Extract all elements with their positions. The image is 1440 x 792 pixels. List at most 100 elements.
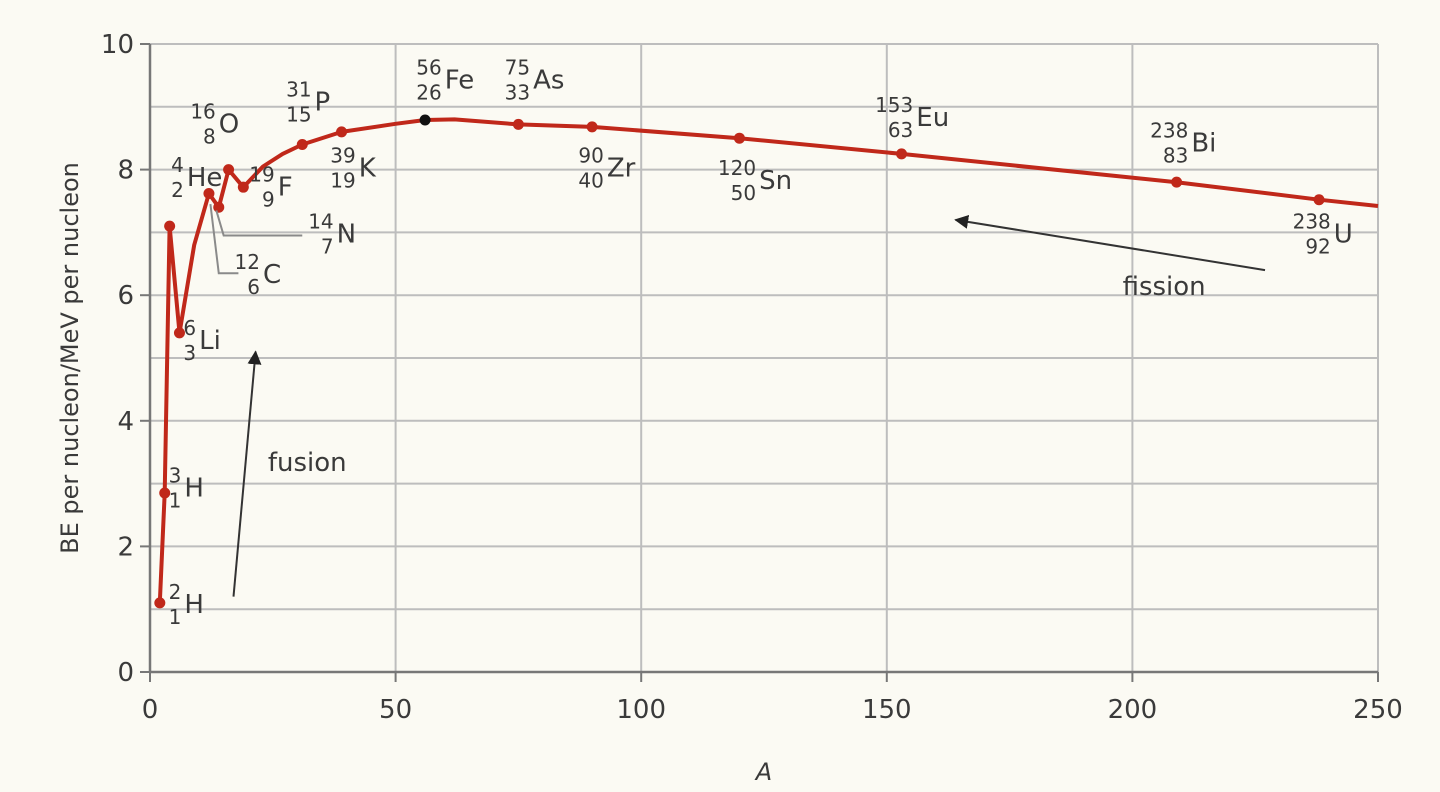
nuclide-point — [203, 187, 215, 199]
mass-number: 56 — [416, 56, 441, 80]
nuclide-point — [296, 138, 308, 150]
atomic-number: 1 — [169, 605, 182, 629]
mass-number: 238 — [1293, 209, 1331, 233]
element-symbol: As — [533, 66, 564, 96]
nuclide-label: H21 — [169, 580, 204, 629]
mass-number: 120 — [718, 156, 756, 180]
nuclide-point — [223, 164, 235, 176]
axes — [140, 43, 1379, 682]
mass-number: 6 — [183, 316, 196, 340]
element-symbol: O — [219, 110, 239, 140]
x-tick-label: 200 — [1108, 695, 1158, 725]
atomic-number: 40 — [578, 168, 603, 192]
y-tick-label: 4 — [117, 407, 134, 437]
element-symbol: Eu — [916, 103, 949, 133]
atomic-number: 63 — [888, 118, 913, 142]
element-symbol: F — [278, 172, 293, 202]
y-tick-label: 6 — [117, 281, 134, 311]
element-symbol: Zr — [607, 153, 636, 183]
element-symbol: C — [263, 260, 281, 290]
y-tick-label: 10 — [101, 30, 134, 60]
atomic-number: 19 — [330, 168, 355, 192]
atomic-number: 83 — [1163, 143, 1188, 167]
annotation-label: fission — [1123, 272, 1206, 302]
element-symbol: K — [359, 153, 377, 183]
x-axis-label: A — [754, 758, 772, 786]
atomic-number: 15 — [286, 103, 311, 127]
element-symbol: He — [187, 163, 223, 193]
nuclide-point — [154, 597, 166, 609]
nuclide-point — [237, 181, 249, 193]
annotation-arrow — [954, 214, 1266, 272]
element-symbol: Fe — [445, 66, 475, 96]
nuclide-point — [512, 118, 524, 130]
atomic-number: 7 — [321, 234, 334, 258]
atomic-number: 92 — [1305, 234, 1330, 258]
nuclide-point — [213, 201, 225, 213]
atomic-number: 3 — [183, 341, 196, 365]
nuclide-points — [154, 114, 1325, 609]
mass-number: 153 — [875, 93, 913, 117]
carbon-leader-line — [209, 204, 239, 275]
nuclide-point — [733, 132, 745, 144]
y-tick-label: 0 — [117, 658, 134, 688]
nuclide-point — [896, 148, 908, 160]
element-symbol: H — [184, 590, 204, 620]
element-symbol: N — [337, 219, 356, 249]
x-tick-label: 100 — [616, 695, 666, 725]
nuclide-point — [336, 126, 348, 138]
atomic-number: 26 — [416, 81, 441, 105]
grid-lines — [150, 43, 1379, 672]
annotations: fusion fission — [232, 214, 1266, 597]
mass-number: 2 — [169, 580, 182, 604]
mass-number: 39 — [330, 143, 355, 167]
element-symbol: Sn — [759, 166, 792, 196]
nitrogen-leader-line — [215, 210, 303, 237]
mass-number: 14 — [308, 209, 333, 233]
nuclide-labels: H21H31He42Li63C126N147O168F199P3115K3919… — [169, 56, 1353, 629]
nuclide-point — [173, 327, 185, 339]
atomic-number: 2 — [171, 178, 184, 202]
atomic-number: 6 — [247, 275, 260, 299]
nuclide-point — [1171, 176, 1183, 188]
nuclide-point — [1313, 194, 1325, 206]
x-tick-label: 150 — [862, 695, 912, 725]
atomic-number: 33 — [505, 81, 530, 105]
mass-number: 3 — [169, 464, 182, 488]
mass-number: 238 — [1150, 118, 1188, 142]
mass-number: 90 — [578, 143, 603, 167]
mass-number: 75 — [505, 56, 530, 80]
atomic-number: 1 — [169, 489, 182, 513]
mass-number: 12 — [235, 250, 260, 274]
annotation-arrow — [232, 350, 262, 597]
atomic-number: 8 — [203, 125, 216, 149]
nuclide-point — [164, 220, 176, 232]
y-tick-label: 2 — [117, 532, 134, 562]
atomic-number: 50 — [731, 181, 756, 205]
mass-number: 4 — [171, 153, 184, 177]
nuclide-point — [159, 487, 171, 499]
mass-number: 31 — [286, 78, 311, 102]
nuclide-point — [586, 121, 598, 133]
element-symbol: U — [1334, 219, 1353, 249]
x-tick-label: 250 — [1353, 695, 1403, 725]
mass-number: 19 — [249, 162, 274, 186]
element-symbol: H — [184, 474, 204, 504]
